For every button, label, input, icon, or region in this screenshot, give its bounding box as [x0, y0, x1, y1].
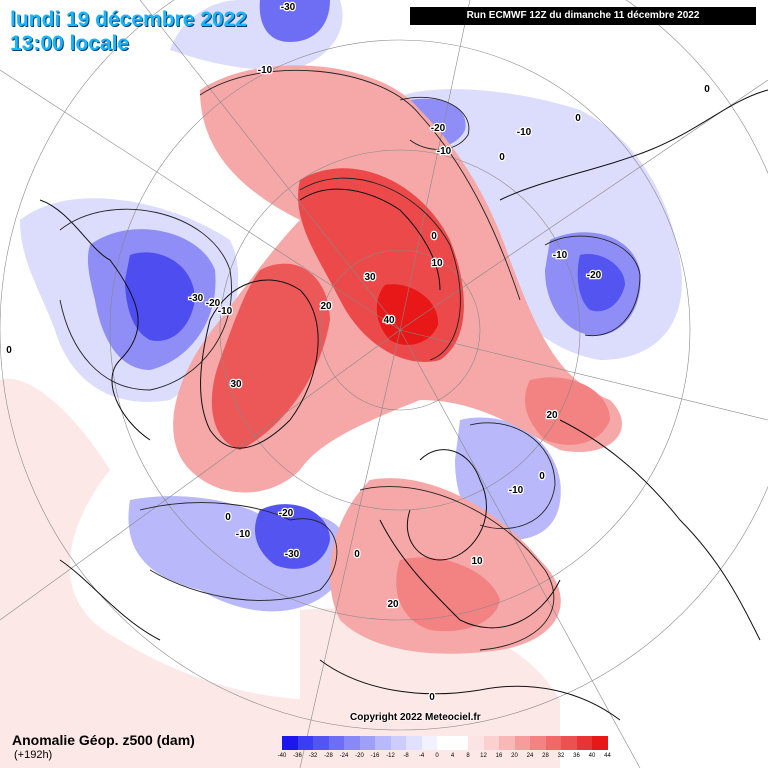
legend-tick-label: 4: [450, 753, 455, 759]
isolines: [59, 69, 641, 651]
legend-tick-label: 8: [466, 753, 470, 759]
negative-anomaly-top-core: [259, 0, 330, 42]
legend-tick-label: 44: [604, 753, 611, 759]
legend-tick-label: -20: [355, 753, 364, 759]
positive-anomaly-greenland: [211, 263, 330, 450]
color-scale-legend: -40 -36 -32 -28 -24 -20 -16 -12 -8 -4 0 4 8 12 16 20 24 2…: [278, 736, 612, 766]
legend-color-swatch: [561, 736, 577, 750]
legend-color-swatch: [452, 736, 469, 750]
legend-tick-label: -24: [339, 753, 349, 759]
legend-tick-label: -4: [418, 753, 425, 759]
legend-tick-label: 36: [573, 753, 580, 759]
legend-tick-label: 24: [526, 753, 534, 759]
legend-color-swatch: [375, 736, 391, 750]
legend-tick-label: -12: [386, 753, 395, 759]
valid-time: 13:00 locale: [10, 32, 130, 55]
legend-tick-label: 40: [588, 753, 596, 759]
legend-tick-label: -8: [403, 753, 409, 759]
legend-tick-label: 28: [542, 753, 549, 759]
legend-color-swatch: [437, 736, 453, 750]
legend-tick-label: -40: [277, 753, 287, 759]
legend-tick-label: 12: [480, 753, 487, 759]
legend-color-swatch: [499, 736, 515, 750]
field-title: Anomalie Géop. z500 (dam): [12, 732, 195, 748]
legend-color-swatch: [545, 736, 562, 750]
copyright-text: Copyright 2022 Meteociel.fr: [350, 712, 481, 723]
forecast-hours: (+192h): [14, 749, 53, 761]
legend-color-swatch: [421, 736, 438, 750]
legend-color-swatch: [514, 736, 531, 750]
legend-color-swatch: [483, 736, 500, 750]
coastlines: [39, 89, 768, 721]
legend-color-swatch: [406, 736, 422, 750]
positive-anomaly-siberia-east: [525, 377, 610, 445]
legend-tick-label: 0: [435, 753, 439, 759]
legend-color-swatch: [592, 736, 608, 750]
legend-color-swatch: [576, 736, 593, 750]
run-info-banner: Run ECMWF 12Z du dimanche 11 décembre 20…: [410, 7, 756, 25]
legend-color-swatch: [530, 736, 546, 750]
valid-date: lundi 19 décembre 2022: [10, 8, 247, 31]
positive-anomaly-europe-core: [396, 557, 500, 632]
positive-anomaly-pole-core: [376, 284, 439, 345]
legend-color-swatch: [313, 736, 329, 750]
legend-color-swatch: [328, 736, 345, 750]
legend-tick-label: 16: [495, 753, 503, 759]
legend-tick-label: -36: [293, 753, 302, 759]
anomaly-area-weak-positive-west: [0, 378, 320, 768]
legend-tick-label: -32: [308, 753, 318, 759]
legend-color-swatch: [297, 736, 314, 750]
legend-tick-label: -16: [370, 753, 380, 759]
legend-tick-label: 32: [557, 753, 565, 759]
legend-tick-label: -28: [324, 753, 333, 759]
legend-color-swatch: [468, 736, 484, 750]
legend-color-swatch: [282, 736, 298, 750]
negative-anomaly-north-america-center: [125, 252, 195, 341]
legend-tick-label: 20: [511, 753, 518, 759]
legend-color-swatch: [344, 736, 360, 750]
negative-anomaly-atlantic-core: [255, 504, 330, 569]
legend-color-swatch: [390, 736, 407, 750]
negative-anomaly-east-center: [577, 254, 625, 312]
legend-color-swatch: [359, 736, 376, 750]
